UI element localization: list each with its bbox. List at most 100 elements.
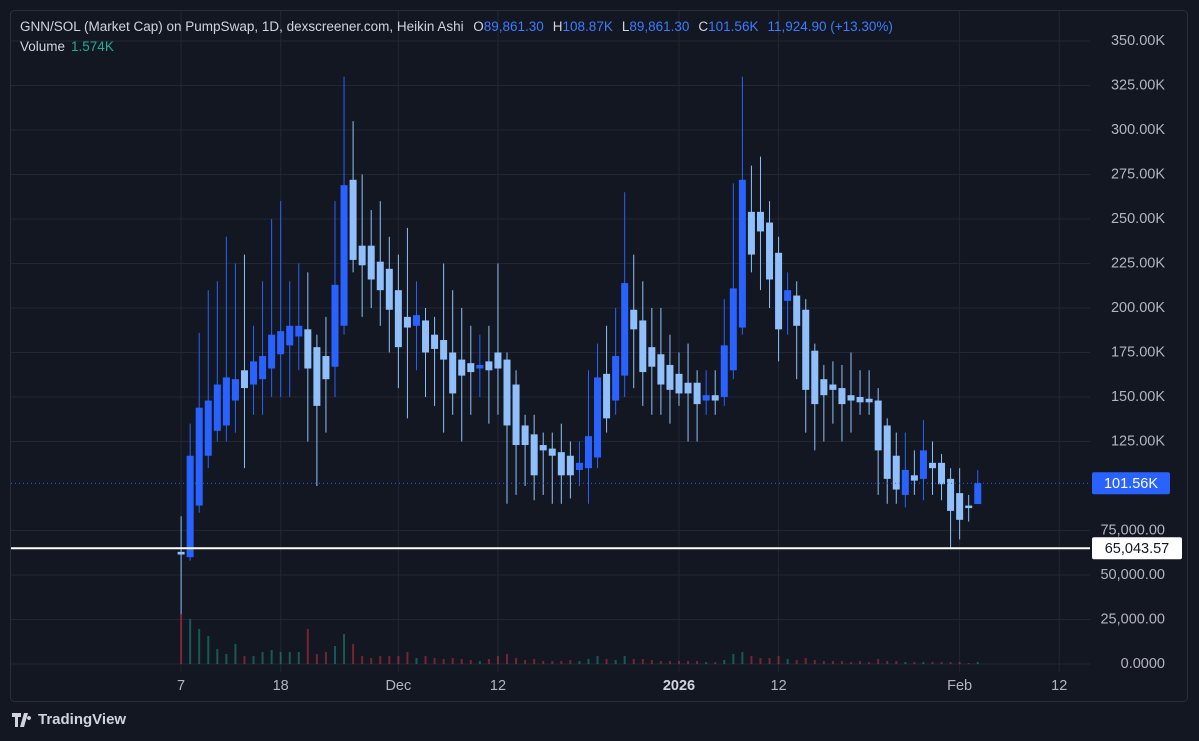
- volume-bar: [705, 661, 708, 664]
- candle-body: [802, 309, 810, 390]
- volume-bar: [949, 661, 952, 664]
- volume-bar: [687, 660, 690, 664]
- candle-body: [874, 400, 882, 451]
- volume-bar: [324, 651, 327, 664]
- candle-body: [250, 361, 258, 385]
- volume-bar: [343, 633, 346, 664]
- candle-body: [431, 334, 439, 349]
- volume-bar: [180, 613, 183, 664]
- candle-body: [557, 452, 565, 476]
- candle-body: [566, 455, 574, 476]
- candle-body: [367, 245, 375, 280]
- y-tick-label: 275.00K: [1111, 166, 1165, 182]
- candle-body: [847, 395, 855, 401]
- volume-bar: [732, 653, 735, 664]
- candle-body: [186, 455, 194, 558]
- candle-body: [756, 211, 764, 232]
- x-tick-label: Feb: [947, 678, 972, 694]
- volume-bar: [605, 658, 608, 664]
- volume-bar: [487, 658, 490, 664]
- x-tick-label: 18: [273, 678, 289, 694]
- volume-bar: [261, 651, 264, 664]
- volume-bar: [813, 659, 816, 664]
- volume-bar: [469, 659, 472, 664]
- volume-bar: [822, 660, 825, 664]
- volume-bar: [659, 660, 662, 664]
- volume-bar: [234, 643, 237, 664]
- volume-bar: [958, 661, 961, 664]
- candle-body: [268, 334, 276, 369]
- volume-bar: [723, 659, 726, 664]
- volume-bar: [850, 661, 853, 664]
- volume-bar: [315, 653, 318, 664]
- volume-bar: [270, 649, 273, 664]
- volume-bar: [524, 659, 527, 664]
- volume-bar: [650, 659, 653, 664]
- y-tick-label: 225.00K: [1111, 255, 1165, 271]
- candle-body: [449, 352, 457, 394]
- volume-bar: [352, 643, 355, 664]
- candle-body: [928, 462, 936, 469]
- candle-body: [177, 551, 185, 555]
- volume-bar: [623, 655, 626, 664]
- candle-body: [675, 373, 683, 394]
- volume-bar: [741, 651, 744, 664]
- candle-body: [965, 505, 973, 509]
- candle-body: [956, 493, 964, 520]
- candle-body: [331, 284, 339, 367]
- volume-bar: [306, 628, 309, 664]
- candle-body: [485, 361, 493, 371]
- volume-bar: [614, 659, 617, 664]
- candle-body: [240, 370, 248, 389]
- candle-body: [494, 352, 502, 369]
- candle-body: [349, 179, 357, 260]
- volume-bar: [632, 658, 635, 664]
- volume-bar: [560, 660, 563, 664]
- volume-bar: [777, 655, 780, 664]
- candle-body: [204, 400, 212, 456]
- volume-bar: [714, 661, 717, 664]
- volume-bar: [696, 660, 699, 664]
- candle-body: [584, 436, 592, 469]
- candle-body: [820, 379, 828, 396]
- candle-body: [720, 345, 728, 397]
- volume-bar: [668, 660, 671, 664]
- candle-body: [901, 469, 909, 495]
- volume-bar: [243, 655, 246, 664]
- ohlc-letter: O: [473, 19, 484, 34]
- candle-body: [512, 384, 520, 446]
- candle-body: [729, 288, 737, 371]
- y-tick-label: 125.00K: [1111, 433, 1165, 449]
- volume-bar: [478, 660, 481, 664]
- candle-body: [639, 320, 647, 373]
- candle-body: [394, 290, 402, 348]
- candle-body: [322, 356, 330, 380]
- candle-body: [385, 268, 393, 310]
- candle-body: [811, 350, 819, 405]
- candle-body: [222, 377, 230, 426]
- candle-body: [476, 364, 484, 369]
- last-price-label: 101.56K: [1104, 476, 1158, 492]
- volume-bar: [288, 651, 291, 664]
- volume-bar: [641, 658, 644, 664]
- candle-body: [648, 347, 656, 367]
- volume-bar: [279, 651, 282, 664]
- candle-body: [304, 329, 312, 369]
- candle-body: [883, 425, 891, 479]
- volume-bar: [569, 659, 572, 664]
- volume-bar: [922, 661, 925, 664]
- candle-body: [775, 252, 783, 330]
- volume-bar: [877, 658, 880, 664]
- candle-body: [440, 340, 448, 360]
- candle-body: [575, 462, 583, 470]
- volume-bar: [859, 660, 862, 664]
- candle-body: [974, 483, 982, 505]
- y-tick-label: 325.00K: [1111, 77, 1165, 93]
- brand-logo: [12, 712, 32, 727]
- volume-bar: [768, 657, 771, 664]
- x-tick-label: 12: [771, 678, 787, 694]
- candle-body: [711, 395, 719, 401]
- volume-bar: [976, 662, 979, 664]
